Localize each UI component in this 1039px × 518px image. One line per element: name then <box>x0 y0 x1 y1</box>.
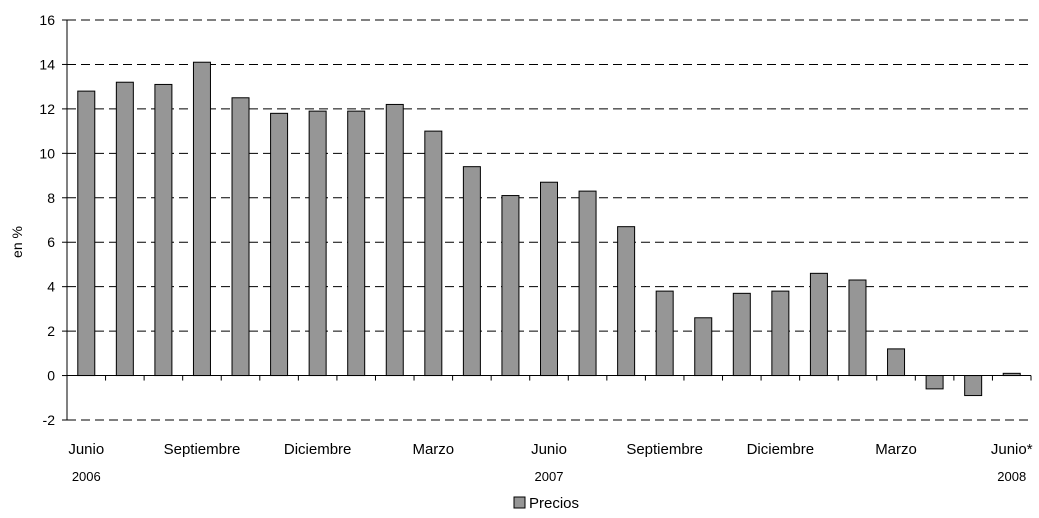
bar <box>732 292 751 377</box>
y-tick-label: 16 <box>39 12 55 28</box>
bar <box>887 348 906 377</box>
bar <box>308 110 327 377</box>
axes <box>62 19 1032 421</box>
y-tick-label: 12 <box>39 101 55 117</box>
bar <box>424 130 443 377</box>
bar <box>501 195 520 377</box>
x-tick-label: Marzo <box>875 441 917 458</box>
x-tick-year-label: 2008 <box>997 469 1026 484</box>
bar <box>578 190 597 377</box>
bars <box>77 61 1021 397</box>
legend: Precios <box>513 495 579 512</box>
x-tick-label: Septiembre <box>626 441 703 458</box>
bar <box>347 110 366 377</box>
x-tick-label: Junio <box>68 441 104 458</box>
bar <box>385 103 404 377</box>
bar <box>270 112 289 377</box>
bar <box>925 375 944 390</box>
x-tick-label: Junio <box>531 441 567 458</box>
y-tick-label: 4 <box>47 279 55 295</box>
y-tick-label: 14 <box>39 56 55 72</box>
bar <box>115 81 134 377</box>
bar <box>694 317 713 377</box>
bar <box>192 61 211 377</box>
x-tick-year-label: 2007 <box>535 469 564 484</box>
y-tick-label: 2 <box>47 323 55 339</box>
bar <box>154 83 173 377</box>
x-tick-label: Diciembre <box>284 441 352 458</box>
y-tick-label: 6 <box>47 234 55 250</box>
bar <box>462 166 481 377</box>
legend-swatch <box>513 496 526 509</box>
bar <box>771 290 790 377</box>
labels: -2 0 2 4 6 8 10 12 14 16 Junio 2006 Septiembre Diciem… <box>39 12 1032 484</box>
bar <box>231 97 250 377</box>
y-tick-label: 0 <box>47 368 55 384</box>
x-tick-year-label: 2006 <box>72 469 101 484</box>
y-tick-label: -2 <box>43 412 56 428</box>
bar <box>655 290 674 377</box>
bar <box>617 226 636 377</box>
x-tick-label: Marzo <box>412 441 454 458</box>
x-tick-label: Septiembre <box>164 441 241 458</box>
y-tick-label: 10 <box>39 145 55 161</box>
bar <box>964 375 983 397</box>
bar <box>848 279 867 377</box>
legend-label: Precios <box>529 495 579 512</box>
bar <box>77 90 96 377</box>
y-tick-label: 8 <box>47 190 55 206</box>
y-axis-label: en % <box>9 226 25 258</box>
x-tick-label: Diciembre <box>747 441 815 458</box>
bar <box>540 181 558 377</box>
bar <box>809 272 828 377</box>
x-tick-label: Junio* <box>991 441 1033 458</box>
